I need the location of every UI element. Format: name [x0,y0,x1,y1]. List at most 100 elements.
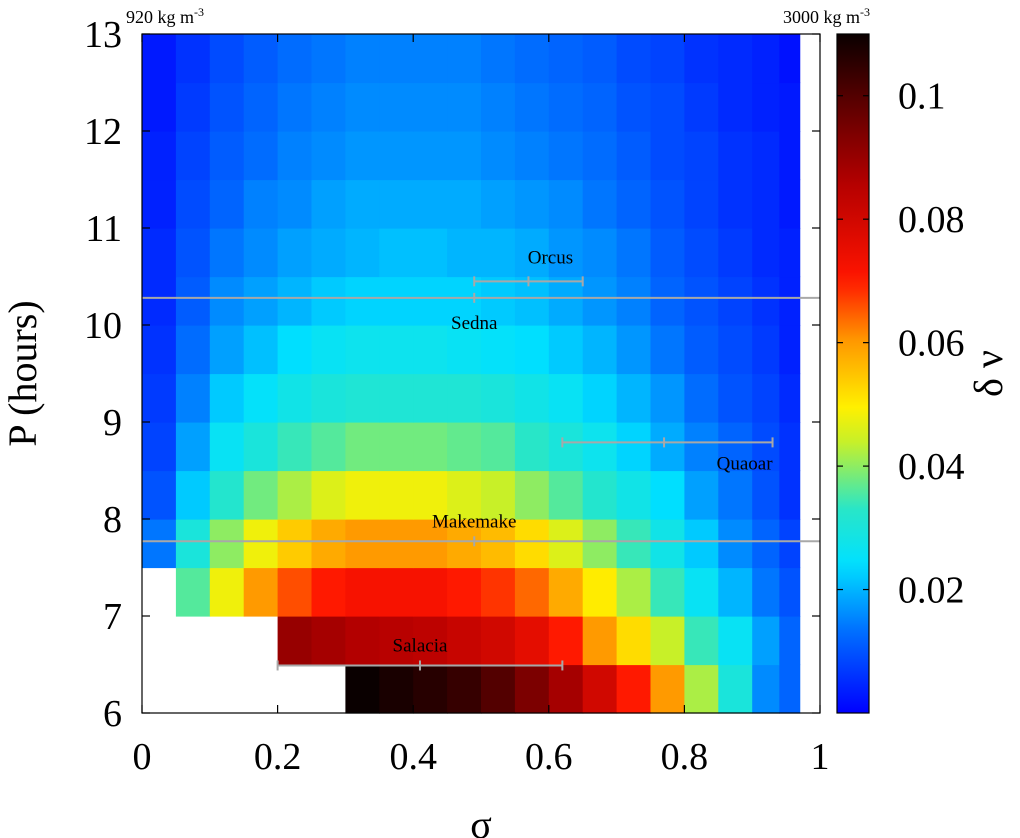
heatmap-cell [752,567,780,617]
heatmap-cell [548,616,584,666]
heatmap-cell [345,276,380,326]
heatmap-cell [345,82,380,132]
heatmap-cell [684,131,719,181]
heatmap-cell [582,131,618,181]
heatmap-cell [779,82,801,132]
heatmap-cell [413,325,448,375]
heatmap-cell [684,373,719,423]
heatmap-cell [209,82,245,132]
heatmap-cell [752,82,780,132]
x-tick-label: 0.6 [525,736,573,778]
heatmap-cell [379,616,414,666]
heatmap-cell [311,228,346,278]
heatmap-cell [718,325,753,375]
heatmap-cell [582,567,618,617]
heatmap-cell [548,470,584,520]
heatmap-cell [548,34,584,84]
heatmap-cell [243,34,279,84]
heatmap-cell [413,470,448,520]
object-label: Orcus [528,247,573,268]
heatmap-cell [752,325,780,375]
heatmap-cell [481,276,516,326]
heatmap-cell [311,616,346,666]
heatmap-cell [379,179,414,229]
heatmap-cell [243,325,279,375]
heatmap-cell [379,325,414,375]
heatmap-cell [650,131,685,181]
heatmap-cell [311,422,346,472]
heatmap-cell [209,325,245,375]
y-tick-label: 13 [84,14,122,56]
heatmap-cell [447,567,482,617]
heatmap-cell [345,131,380,181]
heatmap-cell [345,34,380,84]
y-tick-label: 10 [84,305,122,347]
heatmap-cell [684,325,719,375]
heatmap-cell [514,179,550,229]
heatmap-cell [779,519,801,569]
x-axis-title: σ [470,802,492,838]
heatmap-cell [616,82,652,132]
heatmap-cell [548,519,584,569]
heatmap-cell [514,131,550,181]
colorbar-tick-label: 0.02 [898,570,965,612]
heatmap-cell [243,131,279,181]
heatmap-cell [718,34,753,84]
heatmap-cell [718,664,753,714]
plot-frame [141,33,821,714]
heatmap-cell [209,228,245,278]
heatmap-cell [779,325,801,375]
heatmap-cell [650,422,685,472]
heatmap-cell [243,179,279,229]
heatmap-cell [616,131,652,181]
heatmap-cell [311,567,346,617]
heatmap-cell [514,34,550,84]
corner-label-left: 920 kg m-3 [126,5,204,27]
heatmap-cell [277,616,313,666]
heatmap-cell [447,276,482,326]
heatmap-cell [142,470,177,520]
heatmap-cell [447,422,482,472]
heatmap-cell [447,34,482,84]
heatmap-cell [548,325,584,375]
heatmap-cell [779,276,801,326]
heatmap-cell [277,82,313,132]
heatmap-cell [142,519,177,569]
heatmap-cell [413,373,448,423]
heatmap-cell [481,34,516,84]
heatmap-cell [379,422,414,472]
heatmap-cell [311,131,346,181]
heatmap-cell [277,34,313,84]
y-tick-label: 7 [103,596,122,638]
heatmap-cell [779,179,801,229]
heatmap-cells [142,34,801,714]
heatmap-cell [481,82,516,132]
heatmap-cell [277,276,313,326]
heatmap-cell [752,373,780,423]
heatmap-cell [616,470,652,520]
heatmap-cell [548,664,584,714]
heatmap-cell [413,519,448,569]
heatmap-cell [311,82,346,132]
heatmap-cell [209,470,245,520]
heatmap-cell [243,470,279,520]
heatmap-cell [481,567,516,617]
heatmap-cell [582,616,618,666]
heatmap-cell [379,131,414,181]
heatmap-cell [514,470,550,520]
heatmap-cell [616,373,652,423]
heatmap-cell [175,131,211,181]
heatmap-cell [142,276,177,326]
heatmap-cell [413,422,448,472]
heatmap-cell [684,519,719,569]
heatmap-cell [684,228,719,278]
heatmap-cell [243,422,279,472]
heatmap-cell [345,228,380,278]
heatmap-cell [718,616,753,666]
heatmap-cell [142,228,177,278]
heatmap-cell [582,519,618,569]
heatmap-cell [345,422,380,472]
heatmap-cell [379,34,414,84]
heatmap-cell [616,616,652,666]
